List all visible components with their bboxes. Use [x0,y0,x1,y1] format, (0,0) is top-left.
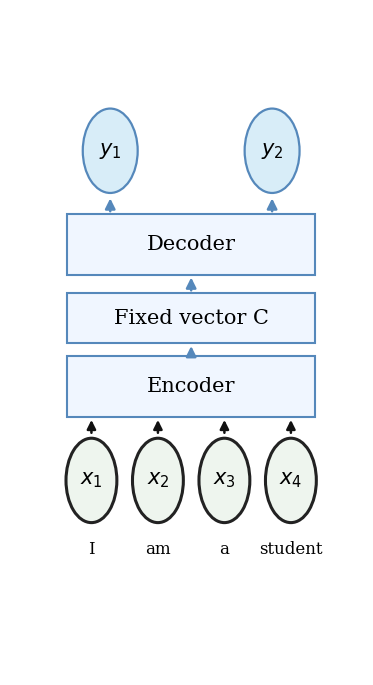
Text: Fixed vector C: Fixed vector C [114,309,269,327]
Ellipse shape [83,109,138,193]
Ellipse shape [266,438,316,523]
Text: Decoder: Decoder [147,235,236,254]
FancyBboxPatch shape [67,214,316,275]
Text: am: am [145,541,171,558]
Ellipse shape [245,109,300,193]
Text: $x_3$: $x_3$ [213,471,236,490]
FancyBboxPatch shape [67,356,316,417]
Ellipse shape [66,438,117,523]
FancyBboxPatch shape [67,293,316,343]
Text: $x_4$: $x_4$ [279,471,303,490]
Text: $x_1$: $x_1$ [80,471,103,490]
Text: $x_2$: $x_2$ [147,471,169,490]
Text: a: a [219,541,229,558]
Text: I: I [88,541,95,558]
Ellipse shape [132,438,184,523]
Text: student: student [259,541,323,558]
Text: $y_2$: $y_2$ [261,141,283,161]
Ellipse shape [199,438,250,523]
Text: $y_1$: $y_1$ [99,141,122,161]
Text: Encoder: Encoder [147,377,235,397]
